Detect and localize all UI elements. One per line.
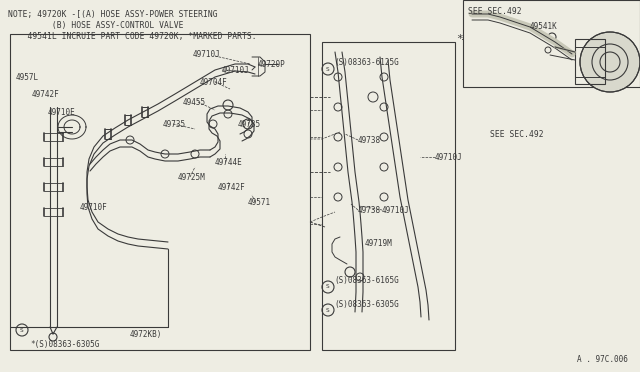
Text: (B) HOSE ASSY-CONTROL VALVE: (B) HOSE ASSY-CONTROL VALVE <box>8 21 184 30</box>
Text: 4957L: 4957L <box>16 73 39 81</box>
Text: 49725M: 49725M <box>178 173 205 182</box>
Bar <box>463 0 640 87</box>
Text: (S)08363-6165G: (S)08363-6165G <box>334 276 399 285</box>
Bar <box>322 42 455 350</box>
Text: A . 97C.006: A . 97C.006 <box>577 355 628 364</box>
Text: NOTE; 49720K -[(A) HOSE ASSY-POWER STEERING: NOTE; 49720K -[(A) HOSE ASSY-POWER STEER… <box>8 10 218 19</box>
Text: *: * <box>456 34 463 44</box>
Text: 49735: 49735 <box>238 119 261 128</box>
Text: 49710J: 49710J <box>193 49 221 58</box>
Text: (S)08363-6305G: (S)08363-6305G <box>334 299 399 308</box>
Text: 49571: 49571 <box>248 198 271 206</box>
Text: *(S)08363-6305G: *(S)08363-6305G <box>30 340 99 349</box>
Text: 49742F: 49742F <box>218 183 246 192</box>
Text: 49720P: 49720P <box>258 60 285 68</box>
Text: 4972KB): 4972KB) <box>130 330 163 339</box>
Text: 49742F: 49742F <box>32 90 60 99</box>
Text: 49541L INCRUIE PART CODE 49720K, *MARKED PARTS.: 49541L INCRUIE PART CODE 49720K, *MARKED… <box>8 32 257 41</box>
Text: 49738: 49738 <box>358 205 381 215</box>
Text: SEE SEC.492: SEE SEC.492 <box>490 129 543 138</box>
Text: 49704F: 49704F <box>200 77 228 87</box>
Text: (S)08363-6125G: (S)08363-6125G <box>334 58 399 67</box>
Text: 49710E: 49710E <box>48 108 76 116</box>
Text: S: S <box>326 308 330 312</box>
Bar <box>575 39 605 84</box>
Text: 49735: 49735 <box>163 119 186 128</box>
Text: 49455: 49455 <box>183 97 206 106</box>
Text: SEE SEC.492: SEE SEC.492 <box>468 7 522 16</box>
Text: S: S <box>326 285 330 289</box>
Bar <box>10 34 310 350</box>
Text: 49738: 49738 <box>358 135 381 144</box>
Text: 49744E: 49744E <box>215 157 243 167</box>
Text: 49710J: 49710J <box>435 153 463 161</box>
Text: 49541K: 49541K <box>530 22 557 31</box>
Text: S: S <box>20 327 24 333</box>
Text: 49719M: 49719M <box>365 240 393 248</box>
Text: 49710J: 49710J <box>222 65 250 74</box>
Text: 49710F: 49710F <box>80 202 108 212</box>
Text: 49710J: 49710J <box>382 205 410 215</box>
Circle shape <box>580 32 640 92</box>
Text: S: S <box>326 67 330 71</box>
